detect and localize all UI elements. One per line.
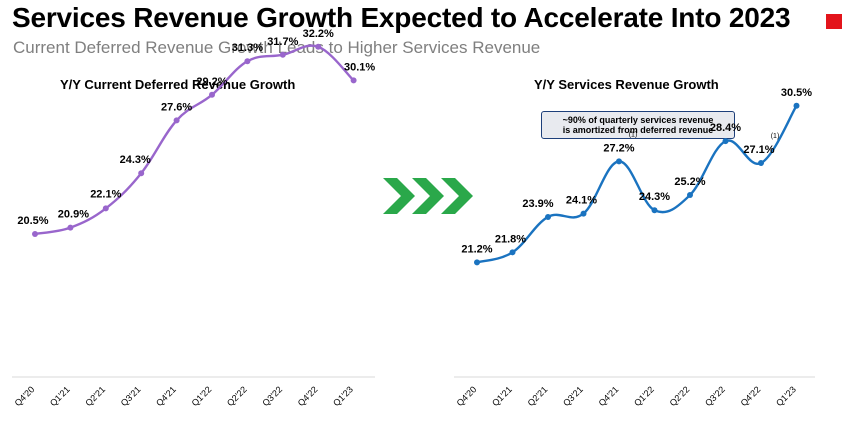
data-point-q421 — [616, 158, 622, 165]
data-point-q321 — [138, 170, 145, 177]
x-tick-label: Q2'21 — [526, 384, 550, 408]
x-tick-label: Q4'22 — [739, 384, 763, 408]
data-label: 21.2% — [461, 243, 492, 255]
data-point-q122 — [651, 207, 658, 214]
data-label: 24.3% — [120, 154, 151, 166]
x-tick-label: Q4'21 — [597, 384, 621, 408]
data-point-q420 — [32, 231, 38, 237]
data-point-q422 — [315, 43, 322, 50]
data-point-q420 — [474, 259, 480, 266]
accent-bar — [826, 14, 842, 29]
data-point-q221 — [545, 213, 551, 220]
data-point-q222 — [687, 192, 693, 199]
triple-chevron-right-icon — [383, 178, 473, 214]
right-chart-title: Y/Y Services Revenue Growth — [534, 77, 719, 92]
chevron-1 — [383, 178, 415, 214]
data-point-q321 — [580, 210, 587, 217]
x-tick-label: Q1'23 — [774, 384, 798, 408]
data-label: 28.4% — [710, 122, 741, 134]
data-point-q123 — [350, 77, 357, 84]
x-tick-label: Q3'21 — [119, 384, 143, 408]
data-label: 20.9% — [58, 209, 89, 221]
chevron-2 — [412, 178, 444, 214]
data-label: 22.1% — [90, 188, 121, 200]
data-point-q122 — [209, 91, 215, 98]
data-point-q221 — [102, 205, 109, 212]
left-chart-title: Y/Y Current Deferred Revenue Growth — [60, 77, 296, 92]
page-subtitle: Current Deferred Revenue Growth Leads to… — [13, 38, 541, 57]
data-label: 27.1% — [743, 144, 774, 156]
x-tick-label: Q4'20 — [13, 384, 37, 408]
data-point-q421 — [173, 117, 180, 124]
x-tick-label: Q3'22 — [260, 384, 284, 408]
data-label: 27.2% — [603, 142, 634, 154]
data-label: 32.2% — [303, 28, 334, 40]
x-tick-label: Q1'21 — [490, 384, 514, 408]
left-line-chart: 20.5% 20.9%22.1% 24.3% 27.6% 29.2% 31.3% 31.7%… — [12, 28, 375, 408]
data-label: 29.2% — [196, 76, 227, 88]
x-tick-label: Q4'22 — [296, 384, 320, 408]
data-point-q123 — [793, 102, 800, 109]
data-label: 30.1% — [344, 61, 375, 73]
data-point-q322 — [722, 138, 729, 145]
data-point-q121 — [509, 249, 516, 256]
callout-line-2: is amortized from deferred revenue — [562, 125, 714, 135]
x-tick-label: Q1'23 — [331, 384, 355, 408]
x-tick-label: Q4'21 — [154, 384, 178, 408]
chevron-3 — [441, 178, 473, 214]
data-label: 23.9% — [522, 198, 553, 210]
x-tick-label: Q3'22 — [703, 384, 727, 408]
x-tick-label: Q2'22 — [668, 384, 692, 408]
footnote-marker: (1) — [771, 133, 780, 140]
data-label: 24.1% — [566, 195, 597, 207]
data-label: 27.6% — [161, 101, 192, 113]
x-tick-label: Q1'22 — [190, 384, 214, 408]
data-label: 31.3% — [232, 42, 263, 54]
x-tick-label: Q2'22 — [225, 384, 249, 408]
callout-line-1: ~90% of quarterly services revenue — [562, 115, 714, 125]
right-line-chart: 21.2%21.8% 23.9% 24.1% 27.2% 24.3% 25.2% 28.4%… — [454, 87, 815, 408]
x-tick-label: Q2'21 — [83, 384, 107, 408]
data-point-q222 — [244, 58, 251, 65]
data-point-q322 — [279, 51, 286, 58]
page-title: Services Revenue Growth Expected to Acce… — [12, 2, 791, 33]
data-point-q422 — [758, 160, 764, 167]
data-label: 25.2% — [674, 176, 705, 188]
data-label: 20.5% — [17, 215, 48, 227]
data-label: 31.7% — [267, 36, 298, 48]
callout-box: ~90% of quarterly services revenue is am… — [541, 111, 735, 139]
x-tick-label: Q4'20 — [455, 384, 479, 408]
series-line — [476, 105, 798, 264]
data-label: 24.3% — [639, 191, 670, 203]
series-line — [34, 44, 355, 236]
x-tick-label: Q1'21 — [48, 384, 72, 408]
data-label: 30.5% — [781, 87, 812, 99]
data-label: 21.8% — [495, 233, 526, 245]
x-tick-label: Q1'22 — [632, 384, 656, 408]
data-point-q121 — [67, 224, 74, 231]
footnote-marker: (1) — [629, 131, 638, 138]
x-tick-label: Q3'21 — [561, 384, 585, 408]
